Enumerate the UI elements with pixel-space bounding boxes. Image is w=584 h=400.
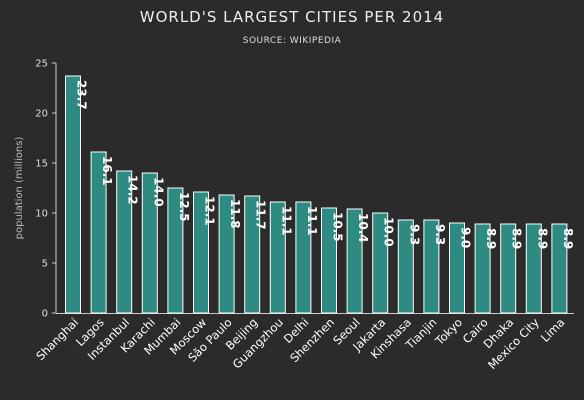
bar <box>141 172 158 314</box>
value-label: 11.8 <box>228 199 242 229</box>
bar <box>65 75 81 314</box>
bar <box>116 170 133 314</box>
value-label: 9.3 <box>407 224 421 245</box>
y-tick-label: 25 <box>35 59 48 70</box>
bar <box>449 222 465 314</box>
y-tick-label: 0 <box>42 309 48 320</box>
value-label: 8.9 <box>484 228 498 249</box>
value-label: 12.5 <box>177 192 191 222</box>
value-label: 8.9 <box>510 228 524 249</box>
value-label: 16.1 <box>100 156 114 186</box>
bar <box>321 207 337 314</box>
y-tick-label: 5 <box>42 259 48 270</box>
category-label: Lima <box>538 315 568 345</box>
bar <box>90 151 107 314</box>
value-label: 9.0 <box>459 227 473 248</box>
value-label: 14.2 <box>126 175 140 205</box>
bar <box>167 187 184 314</box>
bar <box>193 191 209 314</box>
bar <box>500 223 517 314</box>
bar <box>397 219 414 314</box>
value-label: 9.3 <box>433 224 447 245</box>
value-label: 11.1 <box>279 206 293 236</box>
bars <box>65 75 568 314</box>
category-label: Tokyo <box>432 315 465 348</box>
value-label: 11.1 <box>305 206 319 236</box>
value-label: 14.0 <box>151 177 165 207</box>
bar <box>372 212 389 314</box>
y-tick-label: 20 <box>35 109 48 120</box>
bar <box>269 201 286 314</box>
bar <box>525 223 542 314</box>
bar <box>474 223 491 314</box>
chart-title: WORLD'S LARGEST CITIES PER 2014 <box>139 8 445 26</box>
value-label: 8.9 <box>535 228 549 249</box>
value-label: 12.1 <box>203 196 217 226</box>
chart-subtitle: SOURCE: WIKIPEDIA <box>242 36 342 46</box>
value-label: 10.0 <box>382 217 396 247</box>
bar <box>244 195 261 314</box>
value-label: 8.9 <box>561 228 575 249</box>
value-label: 23.7 <box>75 80 89 110</box>
y-tick-label: 15 <box>35 159 48 170</box>
bar <box>551 223 568 314</box>
bar <box>295 201 312 314</box>
value-label: 10.4 <box>356 213 370 243</box>
bar <box>218 194 235 314</box>
value-label: 10.5 <box>331 212 345 242</box>
value-label: 11.7 <box>254 200 268 230</box>
bar <box>346 208 363 314</box>
bar <box>423 219 440 314</box>
y-axis-title: population (millions) <box>14 137 25 240</box>
y-tick-label: 10 <box>35 209 48 220</box>
